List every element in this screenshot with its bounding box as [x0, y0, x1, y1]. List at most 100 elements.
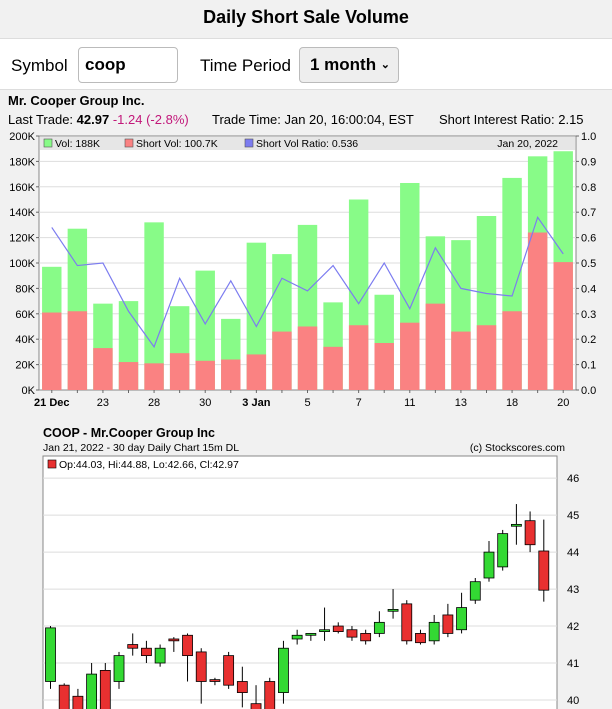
candle-down	[58, 684, 70, 709]
vol-bar	[246, 242, 267, 390]
short-vol-bar	[67, 311, 88, 390]
y-right-tick-label: 0.6	[581, 233, 596, 245]
legend-background	[40, 137, 575, 150]
short-vol-bar	[323, 346, 343, 390]
candle-down	[209, 679, 221, 682]
candle-up	[428, 621, 440, 642]
short-vol-bar	[169, 353, 190, 390]
candle-up	[154, 647, 166, 664]
chart-subtitle: Jan 21, 2022 - 30 day Daily Chart 15m DL	[43, 442, 239, 454]
symbol-label: Symbol	[11, 56, 68, 75]
chart-credit: (c) Stockscores.com	[470, 442, 565, 454]
y-tick-label: 46	[567, 473, 579, 485]
vol-bar	[195, 270, 215, 390]
x-tick-label: 30	[199, 397, 211, 409]
legend-swatch	[124, 138, 134, 148]
short-vol-bar	[476, 325, 497, 390]
legend-date: Jan 20, 2022	[497, 138, 558, 150]
legend-swatch	[43, 138, 53, 148]
x-tick-label: 18	[506, 397, 518, 409]
candle-up	[113, 655, 125, 682]
short-vol-bar	[272, 331, 292, 390]
y-left-tick-label: 180K	[9, 156, 35, 168]
candle-down	[401, 603, 413, 642]
vol-bar	[144, 222, 164, 390]
candle-down	[236, 681, 248, 693]
candle-down	[250, 703, 262, 709]
symbol-form: Symbol coop Time Period 1 month ⌄	[0, 38, 612, 90]
y-right-tick-label: 1.0	[581, 132, 596, 143]
candle-up	[278, 647, 289, 693]
y-tick-label: 44	[567, 547, 579, 559]
ohlc-swatch	[47, 459, 57, 469]
candle-down	[182, 634, 193, 657]
x-tick-label: 20	[557, 397, 569, 409]
short-vol-ratio-line	[51, 215, 564, 349]
legend-label: Short Vol: 100.7K	[136, 138, 218, 150]
period-label: Time Period	[200, 56, 292, 75]
short-vol-bar	[118, 362, 139, 390]
candle-down	[99, 669, 111, 709]
short-vol-bar	[144, 363, 164, 390]
candle-down	[360, 633, 372, 642]
last-price: 42.97	[76, 112, 110, 127]
y-tick-label: 42	[567, 621, 579, 633]
y-right-tick-label: 0.5	[581, 258, 596, 270]
y-left-tick-label: 160K	[9, 182, 35, 194]
short-vol-bar	[93, 348, 113, 390]
y-right-tick-label: 0.7	[581, 207, 596, 219]
symbol-input[interactable]: coop	[78, 47, 178, 83]
candle-up	[510, 523, 522, 527]
candle-down	[442, 614, 454, 634]
short-vol-bar	[400, 322, 420, 390]
legend-label: Short Vol Ratio: 0.536	[256, 138, 358, 150]
candlestick-chart: COOP - Mr.Cooper Group Inc Jan 21, 2022 -…	[42, 426, 579, 709]
price-change: -1.24 (-2.8%)	[112, 112, 189, 127]
candle-down	[264, 681, 276, 709]
y-left-tick-label: 80K	[15, 283, 35, 295]
y-left-tick-label: 60K	[15, 309, 35, 321]
candle-down	[168, 638, 180, 642]
y-right-tick-label: 0.2	[581, 334, 596, 346]
candle-up	[45, 627, 56, 682]
short-vol-bar	[221, 359, 241, 390]
candle-down	[346, 629, 358, 638]
y-left-tick-label: 20K	[15, 360, 35, 372]
y-tick-label: 41	[567, 658, 579, 670]
period-select-value: 1 month	[310, 55, 377, 74]
short-vol-bar	[195, 360, 215, 390]
candle-down	[141, 647, 152, 657]
x-tick-label: 5	[304, 397, 310, 409]
short-vol-bar	[527, 232, 548, 390]
candle-up	[469, 581, 481, 601]
candle-up	[291, 634, 303, 640]
legend-label: Vol: 188K	[55, 138, 100, 150]
candle-down	[332, 625, 344, 632]
short-vol-bar	[451, 331, 471, 390]
short-volume-chart: 0K 20K 40K 60K 80K 100K 120K 140K 160K 180K 200K 0.…	[9, 132, 596, 409]
x-tick-label: 3 Jan	[242, 397, 270, 409]
y-tick-label: 45	[567, 510, 579, 522]
legend: Vol: 188K Short Vol: 100.7K Short Vol Rati…	[40, 137, 575, 150]
y-tick-label: 43	[567, 584, 579, 596]
candle-down	[127, 644, 139, 649]
trade-time: Trade Time: Jan 20, 16:00:04, EST	[212, 112, 414, 127]
y-right-tick-label: 0.1	[581, 360, 596, 372]
period-select[interactable]: 1 month ⌄	[299, 47, 399, 83]
candle-up	[387, 609, 399, 612]
ohlc-label: Op:44.03, Hi:44.88, Lo:42.66, Cl:42.97	[59, 459, 239, 471]
short-vol-bar	[42, 312, 62, 390]
x-tick-label: 23	[97, 397, 109, 409]
short-vol-bar	[502, 311, 522, 390]
candle-up	[497, 533, 509, 568]
chart-title: COOP - Mr.Cooper Group Inc	[43, 426, 215, 440]
trade-info: Last Trade: 42.97 -1.24 (-2.8%) Trade Ti…	[8, 112, 608, 128]
candle-up	[373, 621, 385, 634]
short-vol-bar	[553, 262, 573, 390]
y-right-tick-label: 0.9	[581, 156, 596, 168]
chevron-down-icon: ⌄	[380, 59, 390, 71]
candle-down	[223, 655, 235, 686]
y-left-tick-label: 100K	[9, 258, 35, 270]
candle-up	[86, 673, 98, 709]
